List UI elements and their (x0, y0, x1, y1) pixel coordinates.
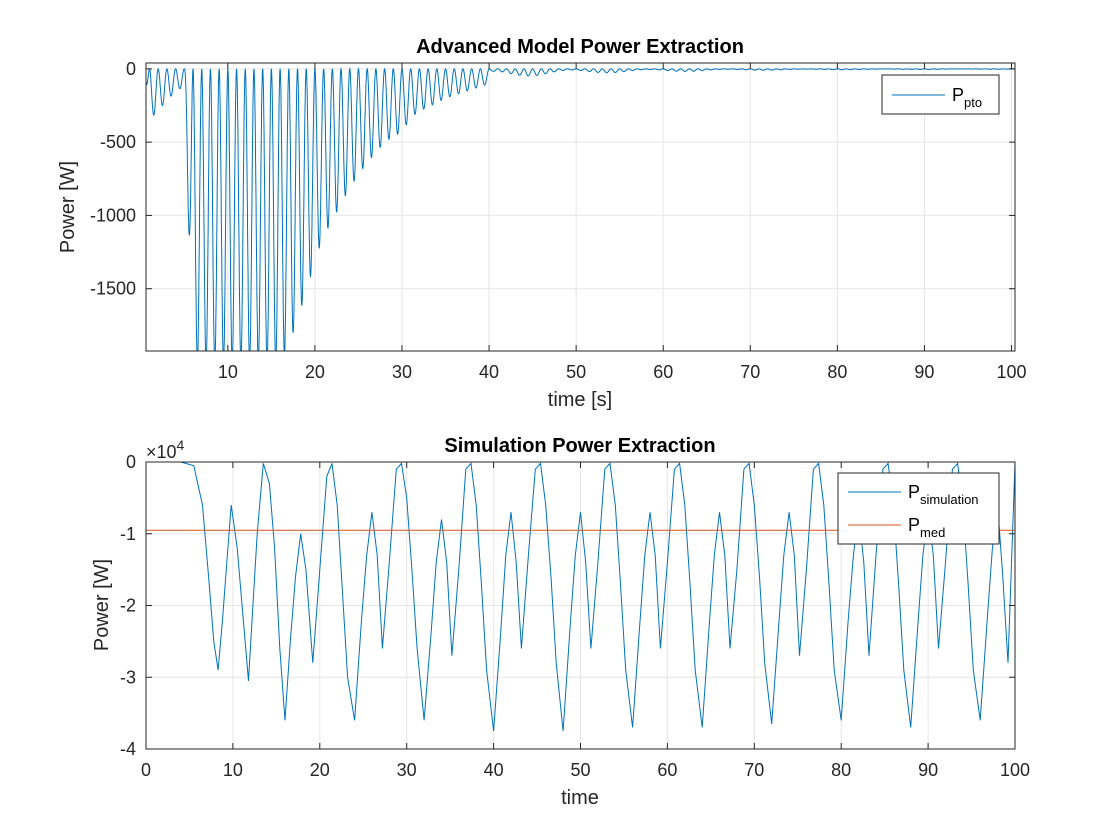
bottom-series-psimulation-line (146, 462, 1015, 732)
bottom-ytick-label: -1 (120, 524, 136, 544)
top-ytick-label: -1500 (90, 279, 136, 299)
top-plot-title: Advanced Model Power Extraction (416, 36, 744, 58)
top-xtick-label: 60 (653, 362, 673, 382)
bottom-plot-title: Simulation Power Extraction (444, 435, 715, 457)
bottom-xtick-label: 100 (1000, 760, 1030, 780)
top-legend: Ppto (881, 74, 1000, 115)
bottom-xtick-label: 0 (141, 760, 151, 780)
top-xtick-label: 70 (740, 362, 760, 382)
bottom-xtick-label: 90 (918, 760, 938, 780)
bottom-plot-exponent: ×104 (146, 437, 185, 462)
bottom-legend-label-psimulation: Psimulation (908, 482, 979, 507)
top-xtick-label: 100 (996, 362, 1026, 382)
top-legend-label-ppto: Ppto (952, 85, 982, 110)
bottom-xtick-label: 30 (397, 760, 417, 780)
top-plot-ticks: 10 20 30 40 50 60 70 80 90 100 0 -500 -1000 -1500 (90, 59, 1027, 382)
top-xtick-label: 80 (827, 362, 847, 382)
bottom-legend-box (837, 472, 1000, 545)
top-xtick-label: 10 (218, 362, 238, 382)
top-xtick-label: 40 (479, 362, 499, 382)
top-xtick-label: 20 (305, 362, 325, 382)
bottom-xtick-label: 60 (657, 760, 677, 780)
bottom-legend-label-pmed: Pmed (908, 515, 945, 540)
top-plot-frame (145, 62, 1016, 352)
bottom-plot: 0 10 20 30 40 50 60 70 80 90 100 0 -1 -2 -3 -4 Simulati… (91, 435, 1030, 809)
bottom-ytick-label: -3 (120, 667, 136, 687)
top-ytick-label: -500 (100, 132, 136, 152)
top-plot-ylabel: Power [W] (57, 161, 79, 253)
bottom-plot-ticks: 0 10 20 30 40 50 60 70 80 90 100 0 -1 -2 -3 -4 (120, 452, 1030, 780)
top-plot: 10 20 30 40 50 60 70 80 90 100 0 -500 -1000 -1500 Adv… (57, 36, 1027, 411)
top-xtick-label: 50 (566, 362, 586, 382)
top-series-ppto-line (146, 67, 1015, 351)
bottom-plot-xlabel: time (561, 787, 599, 809)
bottom-ytick-label: -2 (120, 596, 136, 616)
bottom-plot-ylabel: Power [W] (91, 559, 113, 651)
bottom-ytick-label: 0 (126, 452, 136, 472)
bottom-xtick-label: 40 (484, 760, 504, 780)
top-xtick-label: 30 (392, 362, 412, 382)
bottom-xtick-label: 80 (831, 760, 851, 780)
bottom-xtick-label: 20 (310, 760, 330, 780)
bottom-xtick-label: 50 (570, 760, 590, 780)
top-ytick-label: -1000 (90, 205, 136, 225)
top-xtick-label: 90 (914, 362, 934, 382)
top-plot-xlabel: time [s] (548, 389, 612, 411)
bottom-xtick-label: 10 (223, 760, 243, 780)
bottom-xtick-label: 70 (744, 760, 764, 780)
top-ytick-label: 0 (126, 59, 136, 79)
bottom-ytick-label: -4 (120, 739, 136, 759)
bottom-legend: Psimulation Pmed (837, 472, 1000, 545)
